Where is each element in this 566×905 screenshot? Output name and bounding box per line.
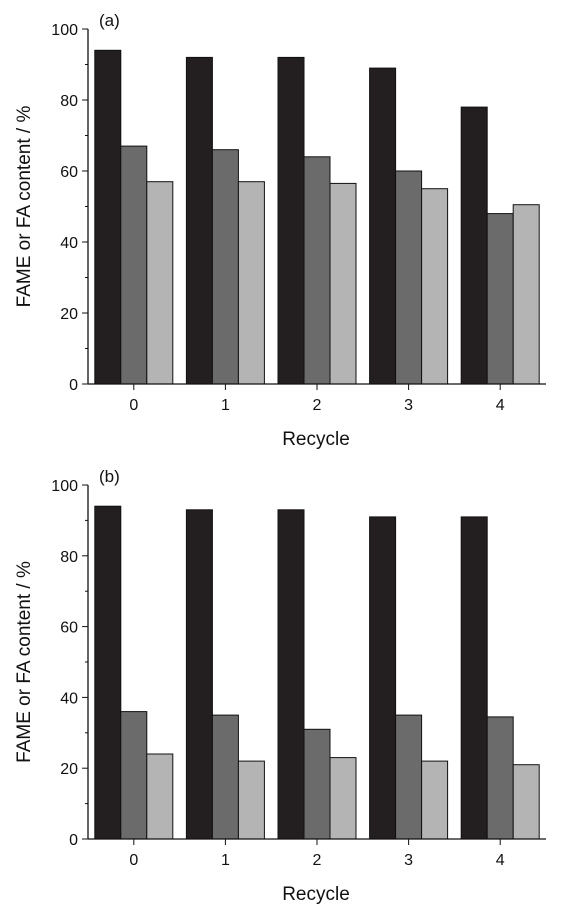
x-tick-label: 4: [496, 397, 505, 414]
x-tick-label: 2: [313, 852, 322, 869]
bar-series-3-recycle-4: [512, 204, 540, 385]
bar-series-2-recycle-4: [486, 213, 514, 385]
bar-series-2-recycle-2: [303, 728, 331, 840]
y-tick-label: 100: [51, 22, 78, 39]
x-tick-label: 3: [404, 397, 413, 414]
x-tick-label: 0: [129, 852, 138, 869]
bar-series-3-recycle-3: [421, 760, 449, 840]
bar-series-3-recycle-2: [329, 182, 357, 385]
y-tick-label: 100: [51, 478, 78, 495]
bar-series-1-recycle-1: [185, 56, 213, 385]
bar-series-3-recycle-0: [146, 181, 174, 385]
y-tick-label: 40: [60, 235, 78, 252]
chart-panel-b: 0 20 40 60 80 100 0 1 2 3 4 Recycle FAME or FA conte…: [14, 467, 546, 905]
bar-series-2-recycle-4: [486, 716, 514, 840]
x-tick-label: 3: [404, 852, 413, 869]
x-tick-label: 0: [129, 397, 138, 414]
bar-series-2-recycle-0: [120, 711, 148, 840]
y-tick-label: 0: [69, 377, 78, 394]
y-tick-label: 80: [60, 93, 78, 110]
x-tick-label: 2: [313, 397, 322, 414]
panel-label: (a): [99, 11, 120, 30]
bar-series-3-recycle-2: [329, 757, 357, 840]
bar-series-2-recycle-1: [211, 149, 239, 385]
bar-series-1-recycle-3: [369, 516, 397, 840]
bar-series-1-recycle-1: [185, 509, 213, 840]
y-tick-label: 20: [60, 761, 78, 778]
y-tick-label: 20: [60, 306, 78, 323]
bar-series-2-recycle-3: [395, 170, 423, 385]
bar-series-1-recycle-4: [460, 516, 488, 840]
panel-label: (b): [99, 467, 120, 486]
chart-panel-a: 0 20 40 60 80 100 0 1 2 3 4 Recycle FAME or FA conte…: [14, 11, 546, 450]
bar-series-2-recycle-0: [120, 145, 148, 385]
bar-series-3-recycle-1: [237, 760, 265, 840]
y-axis-title: FAME or FA content / %: [14, 106, 35, 308]
bar-series-1-recycle-0: [94, 505, 122, 840]
bar-series-1-recycle-2: [277, 509, 305, 840]
x-tick-label: 1: [221, 397, 230, 414]
x-tick-label: 4: [496, 852, 505, 869]
y-tick-label: 60: [60, 620, 78, 637]
y-tick-label: 40: [60, 690, 78, 707]
y-tick-label: 80: [60, 549, 78, 566]
x-tick-label: 1: [221, 852, 230, 869]
bar-series-3-recycle-1: [237, 181, 265, 385]
y-tick-label: 60: [60, 164, 78, 181]
y-axis-title: FAME or FA content / %: [14, 561, 35, 763]
y-tick-label: 0: [69, 832, 78, 849]
bar-series-3-recycle-3: [421, 188, 449, 385]
bar-series-1-recycle-2: [277, 56, 305, 385]
bar-series-3-recycle-0: [146, 753, 174, 840]
bar-series-1-recycle-3: [369, 67, 397, 385]
bar-series-1-recycle-0: [94, 49, 122, 385]
bar-series-2-recycle-1: [211, 714, 239, 840]
x-axis-title: Recycle: [282, 429, 350, 450]
x-axis-title: Recycle: [282, 884, 350, 905]
bar-series-1-recycle-4: [460, 106, 488, 385]
bar-series-3-recycle-4: [512, 764, 540, 840]
bar-series-2-recycle-3: [395, 714, 423, 840]
bar-series-2-recycle-2: [303, 156, 331, 385]
